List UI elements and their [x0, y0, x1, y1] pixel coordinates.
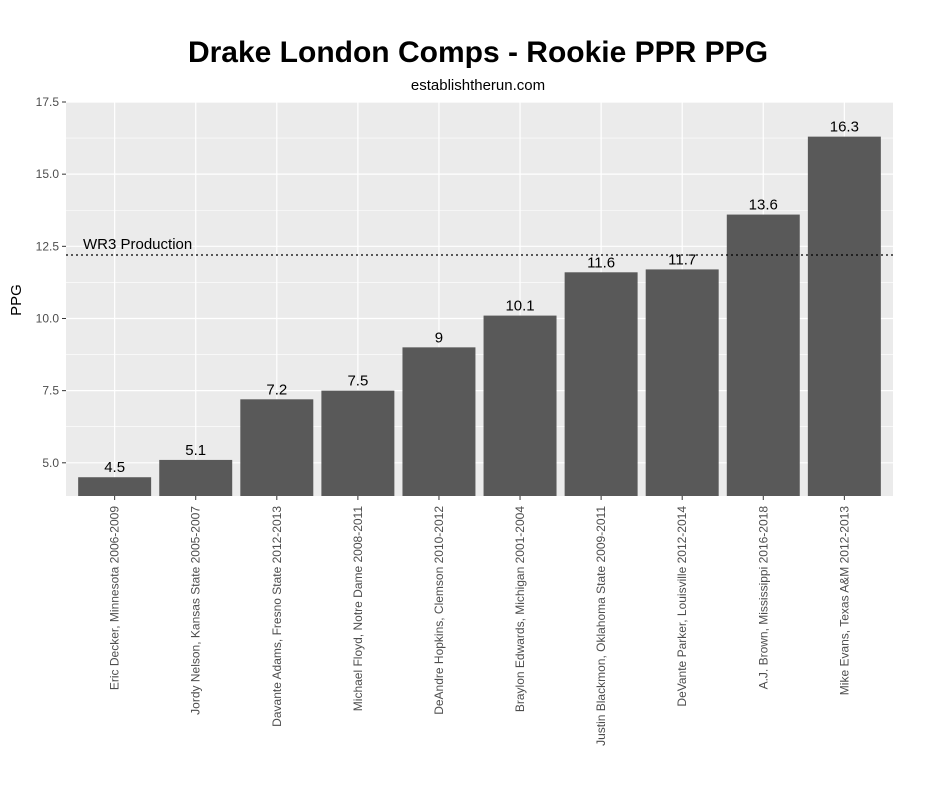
x-axis: Eric Decker, Minnesota 2006-2009 Jordy Ne…: [108, 496, 851, 746]
data-label: 4.5: [104, 459, 125, 476]
chart-subtitle: establishtherun.com: [411, 77, 545, 94]
y-tick-label: 17.5: [36, 95, 60, 109]
bar: [240, 399, 314, 496]
data-labels: 4.5 5.1 7.2 7.5 9 10.1 11.6 11.7 13.6 16.3: [104, 119, 859, 477]
x-tick-label: Eric Decker, Minnesota 2006-2009: [108, 506, 122, 690]
y-tick-label: 5.0: [42, 456, 59, 470]
bar: [807, 136, 881, 496]
data-label: 11.6: [587, 254, 615, 271]
bar: [645, 269, 719, 496]
data-label: 13.6: [749, 197, 778, 214]
x-tick-label: Michael Floyd, Notre Dame 2008-2011: [351, 506, 365, 712]
bar: [321, 390, 395, 496]
data-label: 7.5: [347, 373, 368, 390]
x-tick-label: DeAndre Hopkins, Clemson 2010-2012: [432, 506, 446, 715]
data-label: 16.3: [830, 119, 859, 136]
data-label: 10.1: [505, 298, 534, 315]
x-tick-label: DeVante Parker, Louisville 2012-2014: [675, 506, 689, 707]
y-tick-label: 12.5: [36, 239, 60, 253]
bars: [78, 136, 881, 497]
x-tick-label: Jordy Nelson, Kansas State 2005-2007: [189, 506, 203, 715]
reference-line-group: WR3 Production: [66, 236, 893, 256]
x-tick-label: Justin Blackmon, Oklahoma State 2009-201…: [594, 506, 608, 746]
bar: [564, 272, 638, 496]
y-tick-label: 10.0: [36, 311, 60, 325]
reference-line-label: WR3 Production: [83, 236, 192, 253]
y-tick-label: 15.0: [36, 167, 60, 181]
data-label: 7.2: [266, 381, 287, 398]
y-axis: 5.0 7.5 10.0 12.5 15.0 17.5: [36, 95, 66, 470]
x-tick-label: A.J. Brown, Mississippi 2016-2018: [756, 506, 770, 690]
bar: [402, 347, 476, 496]
bar: [726, 214, 800, 497]
data-label: 9: [435, 329, 443, 346]
bar: [483, 315, 557, 496]
y-tick-label: 7.5: [42, 384, 59, 398]
x-tick-label: Davante Adams, Fresno State 2012-2013: [270, 506, 284, 727]
y-axis-label: PPG: [8, 284, 25, 316]
x-tick-label: Mike Evans, Texas A&M 2012-2013: [837, 506, 851, 696]
data-label: 11.7: [668, 251, 696, 268]
bar: [78, 477, 152, 496]
data-label: 5.1: [185, 442, 206, 459]
chart-title: Drake London Comps - Rookie PPR PPG: [188, 36, 768, 69]
x-tick-label: Braylon Edwards, Michigan 2001-2004: [513, 506, 527, 712]
bar: [159, 459, 233, 496]
